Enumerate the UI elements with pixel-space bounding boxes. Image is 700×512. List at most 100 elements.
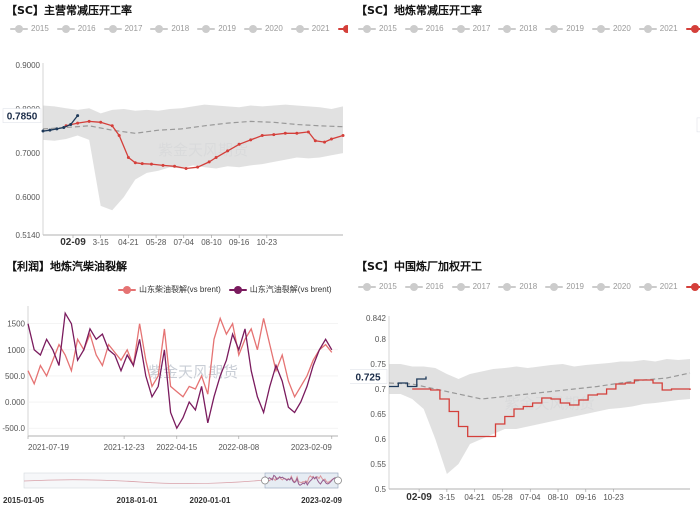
series-line-2 [412, 379, 691, 438]
legend-item[interactable]: 2016 [404, 22, 444, 35]
y-tick-label: 0.65 [370, 410, 386, 419]
legend-item[interactable]: 2021 [638, 22, 678, 35]
legend-item[interactable]: 2018 [498, 22, 537, 35]
legend-item[interactable]: 2020 [591, 22, 631, 35]
data-point [99, 120, 103, 124]
legend-marker [685, 24, 700, 33]
x-tick-label: 3-15 [93, 238, 110, 247]
series-line-2 [27, 311, 333, 430]
watermark: 紫金天风期货 [148, 363, 238, 381]
legend-label: 2016 [425, 282, 444, 291]
x-tick-label: 05-28 [492, 493, 513, 502]
legend-item[interactable]: 2021 [290, 22, 330, 35]
legend-label: 2017 [472, 24, 491, 33]
legend-label: 2021 [659, 24, 678, 33]
legend-label: 2019 [218, 24, 236, 33]
series-line-2 [65, 120, 344, 170]
legend-item[interactable]: 山东汽油裂解(vs brent) [228, 283, 332, 296]
y-tick-label: 0.6 [375, 435, 387, 444]
legend-item[interactable]: 2015 [358, 280, 397, 293]
legend-label: 2015 [379, 282, 397, 291]
legend-label: 山东柴油裂解(vs brent) [139, 285, 221, 294]
navigator-series-2 [264, 474, 337, 486]
legend-marker [685, 282, 700, 291]
chart-legend: 2015201620172018201920202021202220232015… [10, 22, 348, 35]
legend-marker [56, 24, 75, 33]
legend-item[interactable]: 2017 [451, 280, 490, 293]
data-point [55, 127, 59, 131]
x-tick-label: 04-21 [464, 493, 485, 502]
legend-item[interactable]: 2016 [404, 280, 444, 293]
legend-item[interactable]: 2019 [197, 22, 236, 35]
legend-item[interactable]: 2019 [545, 280, 584, 293]
y-tick-label: 1000 [7, 346, 25, 355]
chart-panel-crack-spread: 【利润】地炼汽柴油裂解 山东柴油裂解(vs brent) 山东汽油裂解(vs br… [0, 256, 348, 512]
badge-box [696, 117, 700, 133]
legend-item[interactable]: 2019 [545, 22, 584, 35]
chart-title: 【SC】地炼常减压开工率 [356, 4, 482, 17]
navigator-selection[interactable] [264, 472, 339, 489]
data-point [87, 119, 91, 123]
x-tick-label: 2021-12-23 [104, 443, 145, 452]
x-tick-label: 10-23 [603, 493, 624, 502]
series-line-1 [42, 120, 344, 134]
legend-item[interactable]: 2020 [243, 22, 283, 35]
legend-marker [638, 24, 657, 33]
data-point [249, 138, 253, 142]
data-point [329, 137, 333, 141]
legend-label: 2019 [566, 282, 584, 291]
chart-panel-teapot-cdu-utilization: 【SC】地炼常减压开工率 2015 2016 2017 2018 2019 2020 202… [350, 0, 700, 252]
legend-item[interactable]: 2018 [498, 280, 537, 293]
x-tick-label: 2022-08-08 [218, 443, 259, 452]
legend-label: 2015 [379, 24, 397, 33]
data-point [295, 131, 299, 135]
legend-label: 2020 [264, 24, 283, 33]
navigator-handle-right[interactable] [334, 476, 342, 485]
x-tick-label: 02-09 [60, 237, 86, 248]
series-line-1 [27, 316, 333, 399]
data-point [69, 122, 73, 126]
legend-item[interactable]: 山东柴油裂解(vs brent) [118, 283, 221, 296]
legend-marker [337, 24, 348, 33]
legend-item[interactable]: 2020 [591, 280, 631, 293]
chart-legend: 2015201620172018201920202021202220232016… [358, 280, 700, 293]
data-point [62, 126, 66, 130]
data-point [133, 161, 137, 165]
badge-value: 0.7850 [7, 112, 38, 123]
legend-label: 2017 [124, 24, 143, 33]
current-value-badge: 63.89 [696, 117, 700, 133]
legend-marker [638, 282, 657, 291]
chart-title: 【利润】地炼汽柴油裂解 [6, 260, 127, 273]
legend-marker [451, 24, 470, 33]
chart-panel-refinery-weighted-utilization: 【SC】中国炼厂加权开工 2015 2016 2017 2018 2019 2020 202… [350, 256, 700, 512]
legend-item[interactable]: 2021 [638, 280, 678, 293]
y-tick-label: -500.0 [2, 424, 25, 433]
legend-label: 2018 [519, 282, 538, 291]
x-tick-label: 09-16 [229, 238, 250, 247]
legend-item[interactable]: 2017 [103, 22, 143, 35]
legend-marker [358, 24, 376, 33]
legend-item[interactable]: 2022 [685, 280, 700, 293]
legend-item[interactable]: 2017 [451, 22, 491, 35]
legend-marker [228, 285, 247, 294]
legend-item[interactable]: 2022 [337, 22, 348, 35]
legend-marker [498, 24, 517, 33]
badge-box [2, 108, 42, 123]
data-point [184, 166, 188, 170]
legend-marker [118, 285, 136, 294]
data-point [207, 160, 211, 164]
min-max-band [389, 359, 690, 474]
y-tick-label: 0.000 [5, 398, 26, 407]
navigator-label: 2023-02-09 [301, 496, 342, 505]
legend-item[interactable]: 2015 [10, 22, 49, 35]
legend-item[interactable]: 2015 [358, 22, 397, 35]
legend-label: 2018 [171, 24, 190, 33]
navigator-handle-left[interactable] [261, 476, 269, 485]
data-point [140, 162, 144, 166]
y-tick-label: 0.7000 [16, 149, 41, 158]
legend-item[interactable]: 2022 [685, 22, 700, 35]
legend-item[interactable]: 2018 [150, 22, 189, 35]
navigator-series-1 [264, 474, 337, 484]
legend-item[interactable]: 2016 [56, 22, 96, 35]
data-point [76, 121, 80, 125]
